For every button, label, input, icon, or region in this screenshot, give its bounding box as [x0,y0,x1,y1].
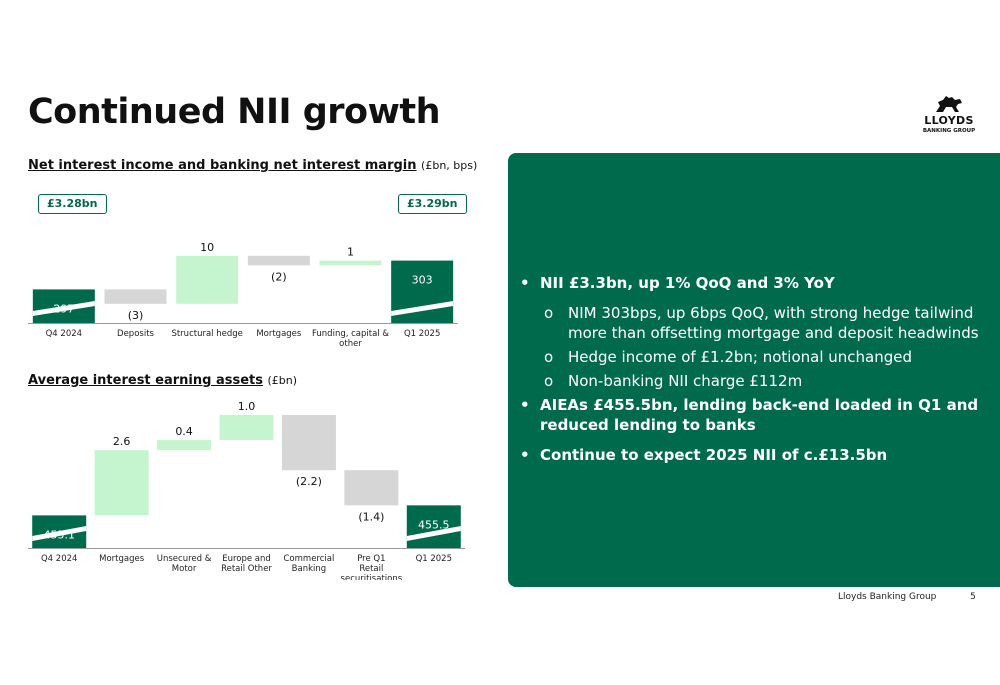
axis-break-icon [406,526,461,541]
bullet-item: • NII £3.3bn, up 1% QoQ and 3% YoY [516,273,996,293]
x-tick-label: Funding, capital & other [312,329,389,349]
sub-bullet-icon: o [544,348,554,366]
start-total-pill: £3.28bn [38,194,107,214]
key-points-panel: • NII £3.3bn, up 1% QoQ and 3% YoY o NIM 30… [508,153,1000,587]
bullet-item: o Hedge income of £1.2bn; notional unchan… [516,347,996,367]
bar-funding-capital-other [319,260,382,266]
x-tick-label: Unsecured & Motor [157,554,212,574]
nii-section-unit: (£bn, bps) [421,159,478,172]
x-tick-label: Deposits [117,329,154,339]
data-label: (1.4) [358,510,384,523]
bullet-dot-icon: • [520,274,530,292]
data-label: 455.5 [418,518,450,531]
data-label: 297 [53,302,74,315]
x-tick-label: Q4 2024 [46,329,82,339]
data-label: 303 [412,274,433,287]
x-tick-label: Europe and Retail Other [221,554,272,574]
bar-commercial-banking [281,415,336,471]
x-tick-label: Pre Q1 Retail securitisations [341,554,403,580]
nii-section-title-text: Net interest income and banking net inte… [28,158,417,173]
bullet-text: Hedge income of £1.2bn; notional unchang… [568,348,913,366]
waterfall-svg: 297 Q4 2024 (3) Deposits 10 Structural hedge (… [28,241,458,349]
bullet-text: NIM 303bps, up 6bps QoQ, with strong hed… [568,304,979,342]
bullet-item: • Continue to expect 2025 NII of c.£13.5b… [516,445,996,465]
data-label: 1.0 [238,400,256,413]
data-label: (2.2) [296,475,322,488]
logo-subtitle: BANKING GROUP [922,128,976,134]
aiea-section-title: Average interest earning assets (£bn) [28,373,297,388]
bar-pre-q1-retail-securitisations [344,470,399,506]
bar-deposits [104,289,167,304]
x-tick-label: Mortgages [256,329,302,339]
axis-break-icon [32,301,95,316]
bullet-text: AIEAs £455.5bn, lending back-end loaded … [540,396,979,434]
axis-break-icon [32,526,87,541]
data-label: 0.4 [175,425,193,438]
x-tick-label: Mortgages [99,554,145,564]
bullet-text: Continue to expect 2025 NII of c.£13.5bn [540,446,888,464]
data-label: 455.1 [43,528,74,541]
bullet-item: o NIM 303bps, up 6bps QoQ, with strong he… [516,303,996,343]
aiea-waterfall-chart: 455.1 Q4 2024 2.6 Mortgages 0.4 Unsecured & Mo… [28,400,465,580]
black-horse-icon [936,96,962,112]
waterfall-svg: 455.1 Q4 2024 2.6 Mortgages 0.4 Unsecured & Mo… [28,400,465,580]
data-label: 2.6 [113,435,130,448]
x-tick-label: Q1 2025 [404,329,440,339]
nii-waterfall-chart: 297 Q4 2024 (3) Deposits 10 Structural hedge (… [28,215,458,350]
footer-company: Lloyds Banking Group [838,592,937,602]
logo-wordmark: LLOYDS [924,114,974,127]
key-points-list: • NII £3.3bn, up 1% QoQ and 3% YoY o NIM 30… [516,273,996,475]
sub-bullet-icon: o [544,372,554,390]
data-label: 10 [200,241,214,254]
x-tick-label: Q4 2024 [41,554,77,564]
bar-structural-hedge [176,255,239,304]
bullet-text: NII £3.3bn, up 1% QoQ and 3% YoY [540,274,835,292]
lloyds-logo: LLOYDS BANKING GROUP [916,94,982,138]
sub-bullet-icon: o [544,304,554,322]
axis-break-icon [391,301,454,316]
bar-unsecured-motor [157,440,212,451]
data-label: 1 [347,246,354,259]
data-label: (3) [128,309,144,322]
bullet-item: • AIEAs £455.5bn, lending back-end loaded… [516,395,996,435]
aiea-section-unit: (£bn) [267,374,298,387]
bar-q1-2025 [406,505,461,548]
x-tick-label: Commercial Banking [284,554,335,574]
bar-mortgages [247,255,310,266]
aiea-section-title-text: Average interest earning assets [28,373,263,388]
bullet-text: Non-banking NII charge £112m [568,372,803,390]
bar-europe-and-retail-other [219,415,274,441]
x-tick-label: Structural hedge [171,329,242,339]
bullet-item: o Non-banking NII charge £112m [516,371,996,391]
bar-mortgages [94,450,149,516]
end-total-pill: £3.29bn [398,194,467,214]
page-title: Continued NII growth [28,92,441,132]
bullet-dot-icon: • [520,396,530,414]
page-number: 5 [970,592,976,602]
x-tick-label: Q1 2025 [416,554,452,564]
bullet-dot-icon: • [520,446,530,464]
data-label: (2) [271,270,287,283]
nii-section-title: Net interest income and banking net inte… [28,158,477,173]
